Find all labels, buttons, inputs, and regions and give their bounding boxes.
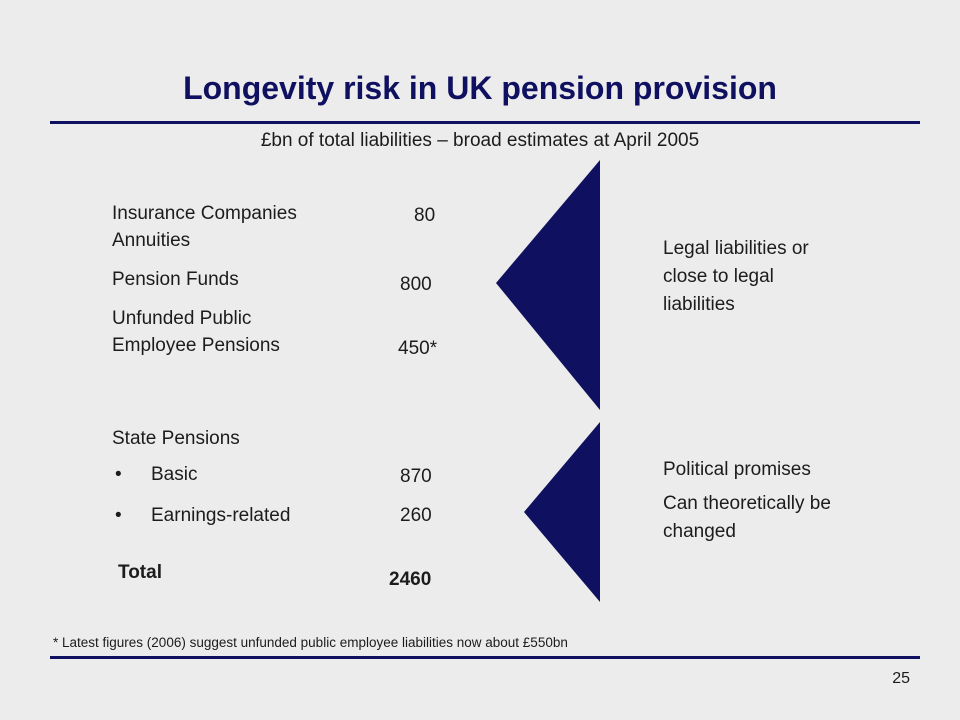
state-pensions-label: State Pensions — [112, 428, 240, 449]
pension-funds-label: Pension Funds — [112, 269, 239, 290]
title-rule — [50, 121, 920, 124]
political-line3: changed — [663, 521, 736, 542]
political-line1: Political promises — [663, 459, 811, 480]
footnote: * Latest figures (2006) suggest unfunded… — [53, 635, 568, 650]
slide-subtitle: £bn of total liabilities – broad estimat… — [260, 130, 700, 151]
basic-bullet: • — [115, 464, 122, 485]
unfunded-value: 450* — [398, 338, 438, 359]
page-number: 25 — [892, 670, 910, 687]
footer-rule — [50, 656, 920, 659]
earnings-bullet: • — [115, 505, 122, 526]
total-label: Total — [118, 562, 162, 583]
insurance-label: Insurance Companies Annuities — [112, 200, 297, 254]
total-value: 2460 — [389, 569, 432, 590]
political-line2: Can theoretically be — [663, 493, 831, 514]
pension-funds-value: 800 — [400, 274, 432, 295]
unfunded-label-line2: Employee Pensions — [112, 335, 280, 356]
political-brace-shape — [524, 422, 600, 602]
legal-liabilities-text: Legal liabilities or close to legal liab… — [663, 235, 809, 319]
unfunded-label-line1: Unfunded Public — [112, 308, 252, 329]
political-promises-text: Political promises Can theoretically be … — [663, 456, 831, 546]
basic-value: 870 — [400, 466, 432, 487]
earnings-label: Earnings-related — [151, 505, 291, 526]
legal-line1: Legal liabilities or — [663, 238, 809, 259]
insurance-label-line2: Annuities — [112, 230, 191, 251]
legal-line3: liabilities — [663, 294, 735, 315]
legal-line2: close to legal — [663, 266, 774, 287]
basic-label: Basic — [151, 464, 198, 485]
earnings-value: 260 — [400, 505, 432, 526]
slide-title: Longevity risk in UK pension provision — [183, 70, 777, 106]
legal-brace-shape — [496, 160, 600, 410]
insurance-label-line1: Insurance Companies — [112, 203, 297, 224]
insurance-value: 80 — [414, 205, 436, 226]
unfunded-label: Unfunded Public Employee Pensions — [112, 305, 280, 359]
